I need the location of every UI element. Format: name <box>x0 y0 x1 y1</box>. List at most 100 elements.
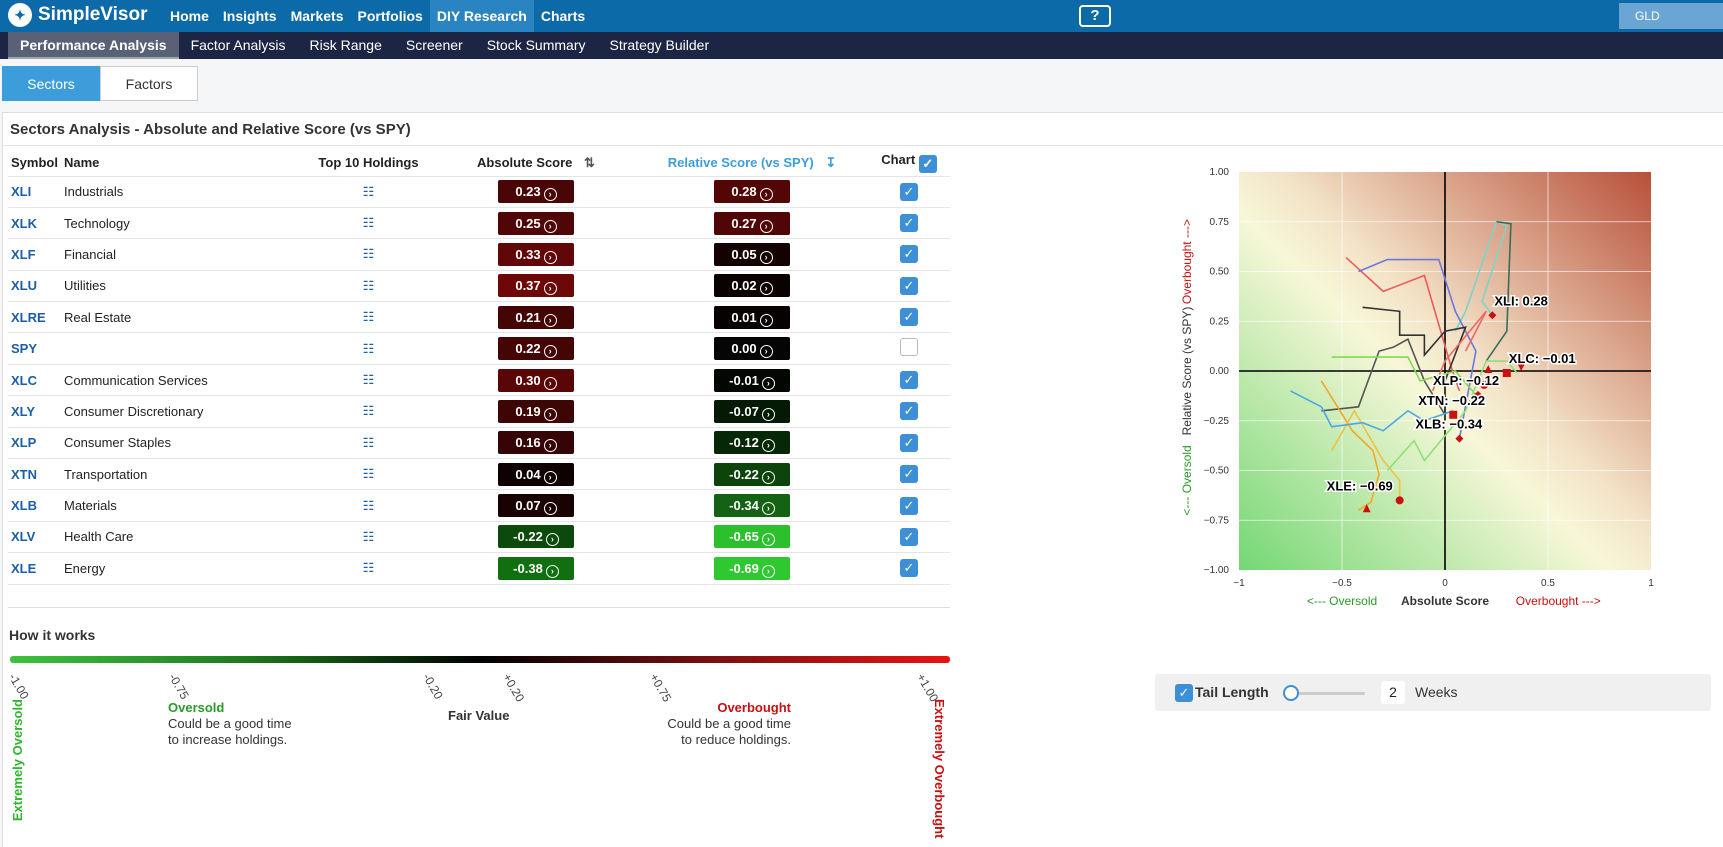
tail-length-checkbox[interactable]: ✓ <box>1175 684 1193 702</box>
relative-score-button[interactable]: 0.01 › <box>714 305 790 329</box>
chart-checkbox[interactable]: ✓ <box>900 496 918 515</box>
tail-length-slider-handle[interactable] <box>1283 685 1299 701</box>
nav-insights[interactable]: Insights <box>222 8 277 24</box>
absolute-score-button[interactable]: 0.33 › <box>498 242 574 266</box>
ticker-search[interactable]: GLD <box>1619 3 1723 29</box>
sort-desc-icon[interactable]: ↧ <box>825 154 837 170</box>
row-symbol[interactable]: XLY <box>8 395 61 428</box>
nav-markets[interactable]: Markets <box>290 8 344 24</box>
nav-charts[interactable]: Charts <box>540 8 586 24</box>
chart-checkbox[interactable]: ✓ <box>900 402 918 421</box>
chart-checkbox[interactable]: ✓ <box>900 245 918 264</box>
absolute-score-button[interactable]: 0.23 › <box>498 180 574 204</box>
chart-checkbox[interactable] <box>900 338 918 357</box>
relative-score-button[interactable]: 0.02 › <box>714 274 790 298</box>
chevron-right-icon: › <box>543 470 557 484</box>
row-symbol[interactable]: XLE <box>8 552 61 585</box>
holdings-tree-icon[interactable]: ☷ <box>301 363 436 396</box>
logo[interactable]: ✦ SimpleVisor <box>8 3 147 27</box>
holdings-tree-icon[interactable]: ☷ <box>301 206 436 239</box>
row-symbol[interactable]: XLF <box>8 238 61 271</box>
row-symbol[interactable]: XLI <box>8 175 61 208</box>
absolute-score-button[interactable]: 0.04 › <box>498 462 574 486</box>
relative-score-button[interactable]: -0.22 › <box>714 462 790 486</box>
relative-score-button[interactable]: -0.65 › <box>714 525 790 549</box>
tail-length-value[interactable]: 2 <box>1381 681 1405 704</box>
row-name: Energy <box>61 552 301 585</box>
absolute-score-button[interactable]: 0.30 › <box>498 368 574 392</box>
row-symbol[interactable]: XLP <box>8 426 61 459</box>
holdings-tree-icon[interactable]: ☷ <box>301 520 436 553</box>
absolute-score-button[interactable]: 0.25 › <box>498 211 574 235</box>
chart-checkbox[interactable]: ✓ <box>900 559 918 578</box>
chart-checkbox[interactable]: ✓ <box>900 308 918 327</box>
absolute-score-button[interactable]: -0.22 › <box>498 525 574 549</box>
nav-home[interactable]: Home <box>170 8 209 24</box>
row-symbol[interactable]: XLRE <box>8 301 61 333</box>
chart-checkbox[interactable]: ✓ <box>900 465 918 484</box>
absolute-score-button[interactable]: 0.21 › <box>498 305 574 329</box>
help-video-icon[interactable]: ? <box>1079 5 1111 27</box>
holdings-tree-icon[interactable]: ☷ <box>301 489 436 522</box>
col-relative-score[interactable]: Relative Score (vs SPY) ↧ <box>636 150 868 176</box>
holdings-tree-icon[interactable]: ☷ <box>301 238 436 271</box>
relative-score-button[interactable]: -0.69 › <box>714 556 790 580</box>
absolute-score-button[interactable]: 0.22 › <box>498 337 574 361</box>
chart-checkbox-cell: ✓ <box>868 363 950 396</box>
chart-checkbox[interactable]: ✓ <box>900 182 918 201</box>
col-symbol[interactable]: Symbol <box>11 155 58 171</box>
sort-icon[interactable]: ⇅ <box>584 154 595 170</box>
subnav-strategy-builder[interactable]: Strategy Builder <box>609 37 710 53</box>
subnav-risk-range[interactable]: Risk Range <box>309 37 382 53</box>
relative-score-button[interactable]: 0.05 › <box>714 242 790 266</box>
relative-score-button[interactable]: -0.07 › <box>714 399 790 423</box>
absolute-score-button[interactable]: 0.07 › <box>498 494 574 518</box>
holdings-tree-icon[interactable]: ☷ <box>301 426 436 459</box>
col-holdings: Top 10 Holdings <box>318 155 419 171</box>
tab-sectors[interactable]: Sectors <box>2 66 100 101</box>
absolute-score-button[interactable]: 0.37 › <box>498 274 574 298</box>
relative-score-button[interactable]: 0.28 › <box>714 180 790 204</box>
sector-rotation-chart[interactable]: −1 −0.5 0 0.5 11.000.750.500.250.00−0.25−0.5… <box>1172 160 1708 670</box>
absolute-score-button[interactable]: -0.38 › <box>498 556 574 580</box>
chart-checkbox[interactable]: ✓ <box>900 214 918 233</box>
subnav-screener[interactable]: Screener <box>405 37 463 53</box>
holdings-tree-icon[interactable]: ☷ <box>301 458 436 490</box>
row-symbol[interactable]: XLB <box>8 489 61 522</box>
chart-select-all-checkbox[interactable]: ✓ <box>918 155 937 174</box>
relative-score-button[interactable]: -0.12 › <box>714 431 790 455</box>
row-symbol[interactable]: XLU <box>8 269 61 302</box>
y-axis-overbought-label: Overbought ---> <box>1180 219 1194 304</box>
absolute-score-button[interactable]: 0.16 › <box>498 431 574 455</box>
row-symbol[interactable]: XLK <box>8 206 61 239</box>
relative-score-button[interactable]: 0.27 › <box>714 211 790 235</box>
holdings-tree-icon[interactable]: ☷ <box>301 175 436 208</box>
holdings-tree-icon[interactable]: ☷ <box>301 301 436 333</box>
chart-checkbox[interactable]: ✓ <box>900 276 918 295</box>
row-symbol[interactable]: XLV <box>8 520 61 553</box>
holdings-tree-icon[interactable]: ☷ <box>301 552 436 585</box>
row-symbol[interactable]: SPY <box>8 332 61 365</box>
relative-score-button[interactable]: 0.00 › <box>714 337 790 361</box>
chart-checkbox[interactable]: ✓ <box>900 527 918 546</box>
holdings-tree-icon[interactable]: ☷ <box>301 269 436 302</box>
nav-diy-research[interactable]: DIY Research <box>429 0 534 32</box>
absolute-score-button[interactable]: 0.19 › <box>498 399 574 423</box>
chart-checkbox[interactable]: ✓ <box>900 433 918 452</box>
subnav-stock-summary[interactable]: Stock Summary <box>486 37 586 53</box>
holdings-tree-icon[interactable]: ☷ <box>301 395 436 428</box>
relative-score-button[interactable]: -0.34 › <box>714 494 790 518</box>
row-symbol[interactable]: XLC <box>8 363 61 396</box>
subnav-factor-analysis[interactable]: Factor Analysis <box>190 37 286 53</box>
col-name[interactable]: Name <box>64 155 100 171</box>
chart-checkbox[interactable]: ✓ <box>900 371 918 390</box>
nav-portfolios[interactable]: Portfolios <box>357 8 423 24</box>
holdings-tree-icon[interactable]: ☷ <box>301 332 436 365</box>
row-symbol[interactable]: XTN <box>8 458 61 490</box>
tab-factors[interactable]: Factors <box>100 66 198 101</box>
col-absolute-score[interactable]: Absolute Score ⇅ <box>436 150 636 176</box>
tail-length-slider[interactable] <box>1283 692 1365 695</box>
relative-score-value: 0.05 <box>731 246 757 262</box>
relative-score-button[interactable]: -0.01 › <box>714 368 790 392</box>
subnav-performance-analysis[interactable]: Performance Analysis <box>8 32 179 59</box>
